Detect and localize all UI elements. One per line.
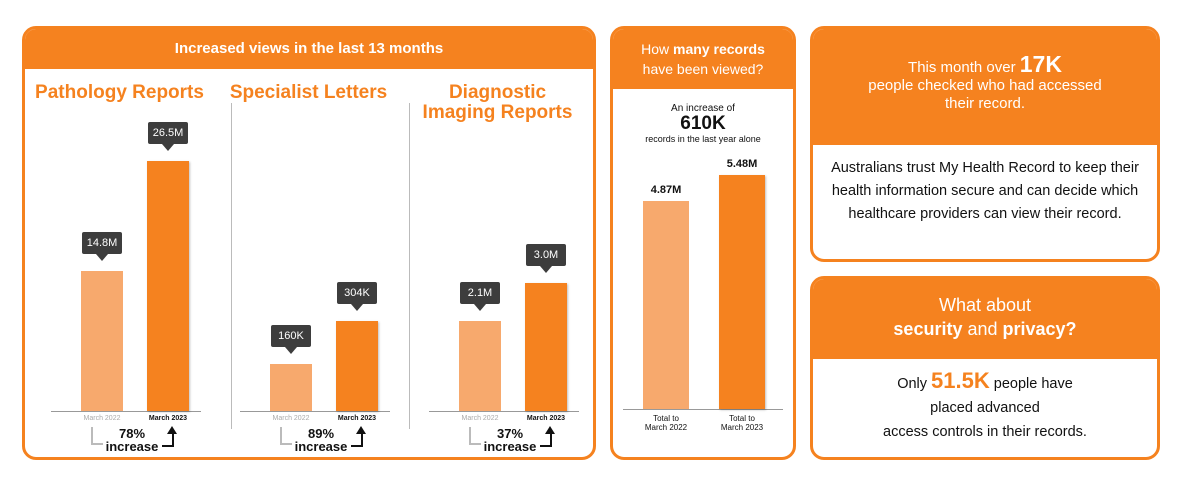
bar xyxy=(643,201,689,409)
bar xyxy=(81,271,123,411)
records-header-pre: How xyxy=(641,41,674,57)
records-panel-header: How many records have been viewed? xyxy=(613,29,793,89)
records-increase-pre: An increase of xyxy=(671,103,735,114)
chart-title: Pathology Reports xyxy=(25,82,218,103)
increase-arrow-line xyxy=(351,433,363,447)
security-body-post: people have xyxy=(989,376,1073,392)
records-increase-value: 610K xyxy=(680,113,726,134)
x-tick-label: March 2023 xyxy=(148,415,188,422)
increase-arrow-head xyxy=(356,426,366,434)
security-panel-header: What about security and privacy? xyxy=(813,279,1157,359)
security-panel: What about security and privacy? Only 51… xyxy=(810,276,1160,460)
increase-value: 78% xyxy=(118,426,146,441)
x-axis xyxy=(623,409,783,410)
bar xyxy=(525,283,567,411)
data-label: 3.0M xyxy=(526,244,566,273)
chart-title-line: Imaging Reports xyxy=(422,102,573,123)
records-increase-post: records in the last year alone xyxy=(645,134,761,144)
increase-arrow-head xyxy=(545,426,555,434)
security-body-pre: Only xyxy=(897,376,932,392)
records-header-bold: many records xyxy=(673,41,765,57)
x-tick-label: March 2022 xyxy=(272,415,310,422)
x-tick-label-line: Total to xyxy=(729,414,755,423)
x-tick-label: March 2022 xyxy=(461,415,499,422)
access-panel-body: Australians trust My Health Record to ke… xyxy=(831,160,1139,222)
access-panel: This month over 17K people checked who h… xyxy=(810,26,1160,262)
x-tick-label: Total to March 2022 xyxy=(631,414,701,432)
access-panel-header: This month over 17K people checked who h… xyxy=(813,29,1157,145)
chart-title: Diagnostic Imaging Reports xyxy=(399,82,593,123)
x-tick-label-line: Total to xyxy=(653,414,679,423)
data-label: 26.5M xyxy=(148,122,188,151)
records-header-post: have been viewed? xyxy=(642,61,764,77)
records-panel: How many records have been viewed? An in… xyxy=(610,26,796,460)
chart-separator xyxy=(231,103,232,429)
security-body-line2: placed advanced xyxy=(930,400,1040,416)
increase-value: 89% xyxy=(307,426,335,441)
data-label: 2.1M xyxy=(460,282,500,311)
data-label: 4.87M xyxy=(650,184,682,196)
access-header-value: 17K xyxy=(1019,51,1062,77)
data-label: 160K xyxy=(271,325,311,354)
increase-arrow-line xyxy=(540,433,552,447)
x-tick-label-line: March 2022 xyxy=(644,423,688,432)
x-axis xyxy=(51,411,201,412)
bar xyxy=(459,321,501,411)
security-header-line1: What about xyxy=(938,295,1032,315)
access-header-pre: This month over xyxy=(908,59,1020,76)
security-header-bold2: privacy? xyxy=(1002,319,1077,339)
security-panel-body: Only 51.5K people have placed advanced a… xyxy=(813,369,1157,444)
increase-word: increase xyxy=(105,439,159,454)
x-axis xyxy=(240,411,390,412)
increase-bracket xyxy=(469,427,481,445)
views-panel: Increased views in the last 13 months Pa… xyxy=(22,26,596,460)
access-header-line2: people checked who had accessed xyxy=(868,77,1102,94)
chart-title-line: Pathology Reports xyxy=(35,82,204,103)
x-tick-label: Total to March 2023 xyxy=(707,414,777,432)
increase-arrow-head xyxy=(167,426,177,434)
views-charts: Pathology Reports 14.8M March 2022 26.5M Mar… xyxy=(25,69,593,457)
x-tick-label: March 2022 xyxy=(83,415,121,422)
bar xyxy=(719,175,765,409)
x-tick-label: March 2023 xyxy=(526,415,566,422)
data-label: 5.48M xyxy=(726,158,758,170)
increase-word: increase xyxy=(294,439,348,454)
increase-value: 37% xyxy=(496,426,524,441)
increase-word: increase xyxy=(483,439,537,454)
data-label: 14.8M xyxy=(82,232,122,261)
access-header-line3: their record. xyxy=(944,95,1026,112)
security-body-value: 51.5K xyxy=(931,368,990,393)
records-chart: 4.87M Total to March 2022 5.48M Total to Marc… xyxy=(613,29,793,457)
security-header-bold1: security xyxy=(893,319,963,339)
chart-title: Specialist Letters xyxy=(210,83,407,103)
x-tick-label: March 2023 xyxy=(337,415,377,422)
x-tick-label-line: March 2023 xyxy=(720,423,764,432)
views-panel-header: Increased views in the last 13 months xyxy=(25,29,593,69)
x-axis xyxy=(429,411,579,412)
chart-title-line: Diagnostic xyxy=(448,82,547,103)
bar xyxy=(270,364,312,411)
data-label: 304K xyxy=(337,282,377,311)
increase-arrow-line xyxy=(162,433,174,447)
chart-separator xyxy=(409,103,410,429)
bar xyxy=(147,161,189,411)
security-body-line3: access controls in their records. xyxy=(883,424,1087,440)
increase-bracket xyxy=(91,427,103,445)
increase-bracket xyxy=(280,427,292,445)
security-header-and: and xyxy=(962,319,1003,339)
bar xyxy=(336,321,378,411)
chart-title-line: Specialist Letters xyxy=(229,82,388,103)
